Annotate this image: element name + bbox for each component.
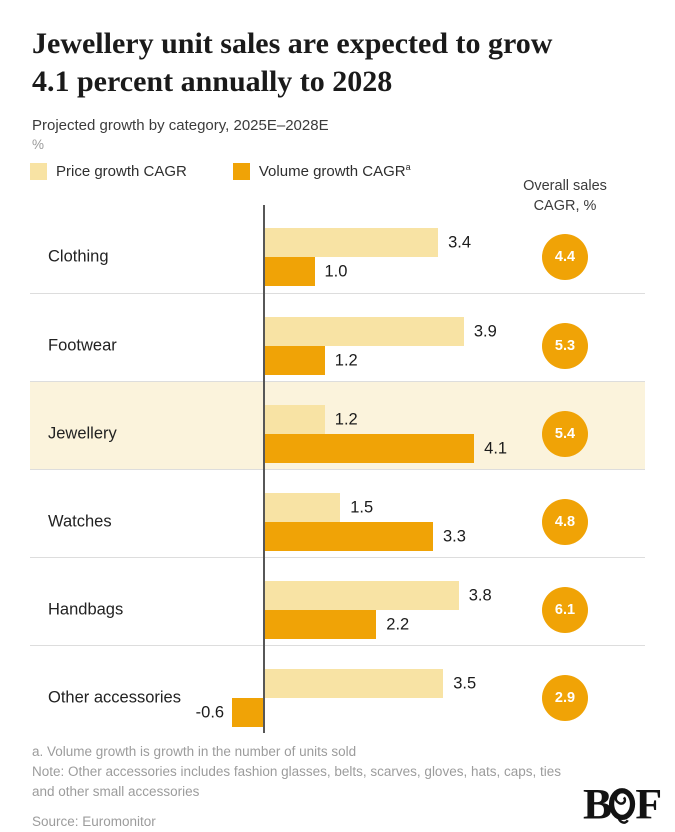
chart-title-line2: 4.1 percent annually to 2028: [32, 65, 393, 99]
chart-legend: Price growth CAGR Volume growth CAGRa: [30, 163, 411, 180]
bar-value-label: 3.5: [453, 674, 477, 692]
overall-sales-cagr-badge: 4.4: [542, 234, 588, 280]
volume-growth-bar: [263, 522, 433, 551]
bar-value-label: 1.2: [334, 351, 358, 369]
legend-item-volume-growth: Volume growth CAGRa: [232, 162, 411, 181]
legend-item-price-growth: Price growth CAGR: [30, 163, 187, 180]
overall-sales-cagr-badge: 5.4: [542, 411, 588, 457]
category-label: Other accessories: [48, 688, 181, 707]
chart-title-line1: Jewellery unit sales are expected to gro…: [32, 27, 553, 60]
category-label: Clothing: [48, 247, 109, 266]
bof-logo-o-glyph: [608, 788, 636, 824]
price-growth-bar: [263, 405, 325, 434]
chart-row: Other accessories 3.5 -0.6 2.9: [30, 645, 645, 733]
unit-label: %: [32, 137, 45, 152]
bar-value-label: 1.2: [334, 410, 358, 428]
bar-value-label: 3.8: [468, 586, 492, 604]
chart-title: Jewellery unit sales are expected to gro…: [32, 25, 652, 102]
price-growth-bar: [263, 228, 439, 257]
zero-axis-line: [263, 205, 265, 733]
footnote-marker: a: [405, 162, 411, 172]
overall-sales-cagr-badge: 2.9: [542, 675, 588, 721]
category-label: Jewellery: [48, 424, 117, 443]
bar-value-label: 3.3: [442, 527, 466, 545]
price-growth-bar: [263, 581, 459, 610]
bar-value-label: 4.1: [484, 439, 508, 457]
price-growth-bar: [263, 493, 341, 522]
chart-subtitle: Projected growth by category, 2025E–2028…: [32, 117, 329, 134]
chart-row: Jewellery 1.2 4.1 5.4: [30, 381, 645, 469]
volume-growth-bar: [263, 434, 475, 463]
chart-row: Watches 1.5 3.3 4.8: [30, 469, 645, 557]
chart-footnotes: a. Volume growth is growth in the number…: [32, 742, 572, 831]
chart-row: Footwear 3.9 1.2 5.3: [30, 293, 645, 381]
overall-sales-header-line1: Overall sales: [523, 178, 607, 194]
bar-value-label: 3.4: [448, 233, 472, 251]
volume-growth-bar: [263, 346, 325, 375]
volume-growth-bar: [232, 698, 263, 727]
price-growth-bar: [263, 669, 444, 698]
bar-value-label: 1.0: [324, 262, 348, 280]
price-growth-swatch-icon: [30, 163, 47, 180]
legend-label-volume-growth: Volume growth CAGRa: [258, 162, 411, 181]
category-label: Watches: [48, 512, 112, 531]
chart-rows: Clothing 3.4 1.0 4.4 Footwear 3.9 1.2 5.3 Jewell…: [30, 205, 645, 733]
price-growth-bar: [263, 317, 464, 346]
volume-growth-bar: [263, 257, 315, 286]
source-text: Source: Euromonitor: [32, 813, 156, 829]
bof-logo-letter-f: F: [635, 780, 662, 828]
overall-sales-header-line2: CAGR, %: [533, 198, 597, 215]
overall-sales-cagr-badge: 5.3: [542, 323, 588, 369]
volume-growth-swatch-icon: [232, 163, 250, 180]
bar-chart: Clothing 3.4 1.0 4.4 Footwear 3.9 1.2 5.3 Jewell…: [30, 205, 645, 733]
chart-row: Clothing 3.4 1.0 4.4: [30, 205, 645, 293]
overall-sales-cagr-badge: 6.1: [542, 587, 588, 633]
category-label: Handbags: [48, 600, 124, 619]
chart-row: Handbags 3.8 2.2 6.1: [30, 557, 645, 645]
category-label: Footwear: [48, 336, 117, 355]
bar-value-label: 3.9: [473, 322, 497, 340]
overall-sales-column-header: Overall sales CAGR, %: [495, 176, 635, 217]
volume-growth-bar: [263, 610, 377, 639]
bof-logo-letter-b: B: [583, 780, 612, 828]
footnote-note: Note: Other accessories includes fashion…: [32, 763, 561, 799]
bar-value-label: 2.2: [386, 615, 410, 633]
bar-value-label: -0.6: [195, 703, 225, 721]
footnote-a: a. Volume growth is growth in the number…: [32, 744, 357, 759]
legend-label-price-growth: Price growth CAGR: [56, 163, 187, 180]
bar-value-label: 1.5: [350, 498, 374, 516]
bof-logo: B F: [583, 780, 662, 828]
overall-sales-cagr-badge: 4.8: [542, 499, 588, 545]
